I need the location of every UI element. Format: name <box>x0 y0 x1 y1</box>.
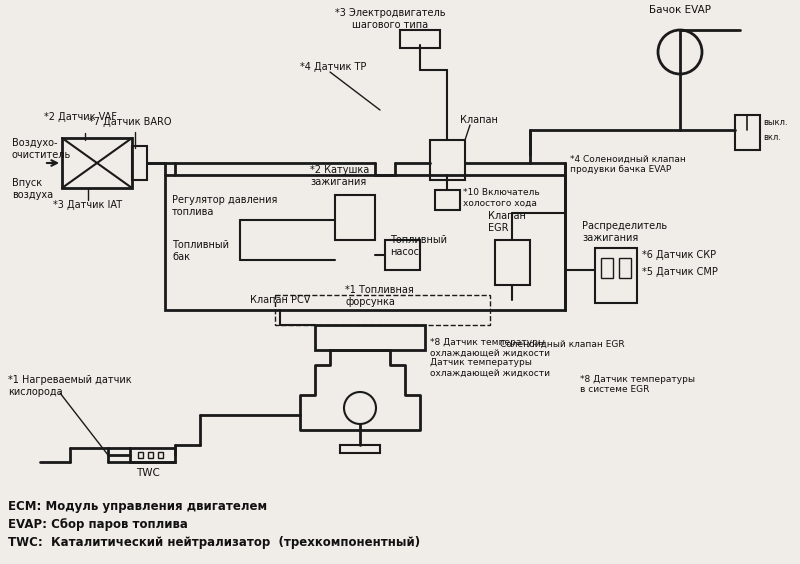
Text: Клапан: Клапан <box>460 115 498 125</box>
Text: Распределитель
зажигания: Распределитель зажигания <box>582 222 667 243</box>
Text: *8 Датчик температуры
охлаждающей жидкости: *8 Датчик температуры охлаждающей жидкос… <box>430 338 550 358</box>
Text: *10 Включатель
холостого хода: *10 Включатель холостого хода <box>463 188 540 208</box>
Text: *4 Соленоидный клапан
продувки бачка EVAP: *4 Соленоидный клапан продувки бачка EVA… <box>570 155 686 174</box>
Bar <box>435 190 460 210</box>
Text: *1 Топливная
форсунка: *1 Топливная форсунка <box>345 285 414 307</box>
Bar <box>335 195 375 240</box>
Text: Регулятор давления
топлива: Регулятор давления топлива <box>172 195 278 217</box>
Text: Бачок EVAP: Бачок EVAP <box>649 5 711 15</box>
Text: Клапан
EGR: Клапан EGR <box>488 212 526 233</box>
Bar <box>138 452 143 458</box>
Bar <box>595 248 637 303</box>
Bar <box>165 175 565 310</box>
Text: Датчик температуры
охлаждающей жидкости: Датчик температуры охлаждающей жидкости <box>430 358 550 377</box>
Text: TWC: TWC <box>136 468 160 478</box>
Bar <box>148 452 153 458</box>
Text: *5 Датчик СМР: *5 Датчик СМР <box>642 267 718 277</box>
Bar <box>315 325 425 350</box>
Text: *7 Датчик BARO: *7 Датчик BARO <box>89 117 171 127</box>
Text: *8 Датчик температуры
в системе EGR: *8 Датчик температуры в системе EGR <box>580 375 695 394</box>
Text: *6 Датчик СКР: *6 Датчик СКР <box>642 250 716 260</box>
Bar <box>340 445 380 453</box>
Text: *2 Катушка
зажигания: *2 Катушка зажигания <box>310 165 370 187</box>
Text: *3 Датчик IAT: *3 Датчик IAT <box>54 200 122 210</box>
Text: TWC:  Каталитический нейтрализатор  (трехкомпонентный): TWC: Каталитический нейтрализатор (трехк… <box>8 536 420 549</box>
Bar <box>619 258 631 278</box>
Text: вкл.: вкл. <box>763 133 781 142</box>
Text: *3 Электродвигатель
шагового типа: *3 Электродвигатель шагового типа <box>334 8 446 29</box>
Text: ECM: Модуль управления двигателем: ECM: Модуль управления двигателем <box>8 500 267 513</box>
Text: Топливный
насос: Топливный насос <box>390 235 447 257</box>
Text: Соленоидный клапан EGR: Соленоидный клапан EGR <box>500 340 625 349</box>
Bar <box>158 452 163 458</box>
Text: Клапан PCV: Клапан PCV <box>250 295 310 305</box>
Text: *1 Нагреваемый датчик
кислорода: *1 Нагреваемый датчик кислорода <box>8 375 132 396</box>
Bar <box>62 138 132 188</box>
Bar <box>385 240 420 270</box>
Bar <box>495 240 530 285</box>
Text: EVAP: Сбор паров топлива: EVAP: Сбор паров топлива <box>8 518 188 531</box>
Bar <box>130 448 175 462</box>
Bar <box>601 258 613 278</box>
Bar <box>735 115 760 150</box>
Text: выкл.: выкл. <box>763 118 788 127</box>
Text: Топливный
бак: Топливный бак <box>172 240 229 262</box>
Text: *4 Датчик ТР: *4 Датчик ТР <box>300 62 366 72</box>
Text: Впуск
воздуха: Впуск воздуха <box>12 178 53 200</box>
Bar <box>132 146 147 180</box>
Bar <box>400 30 440 48</box>
Text: *2 Датчик VAF: *2 Датчик VAF <box>43 112 117 122</box>
Bar <box>275 295 490 325</box>
Bar <box>430 140 465 180</box>
Text: Воздухо-
очиститель: Воздухо- очиститель <box>12 138 71 160</box>
